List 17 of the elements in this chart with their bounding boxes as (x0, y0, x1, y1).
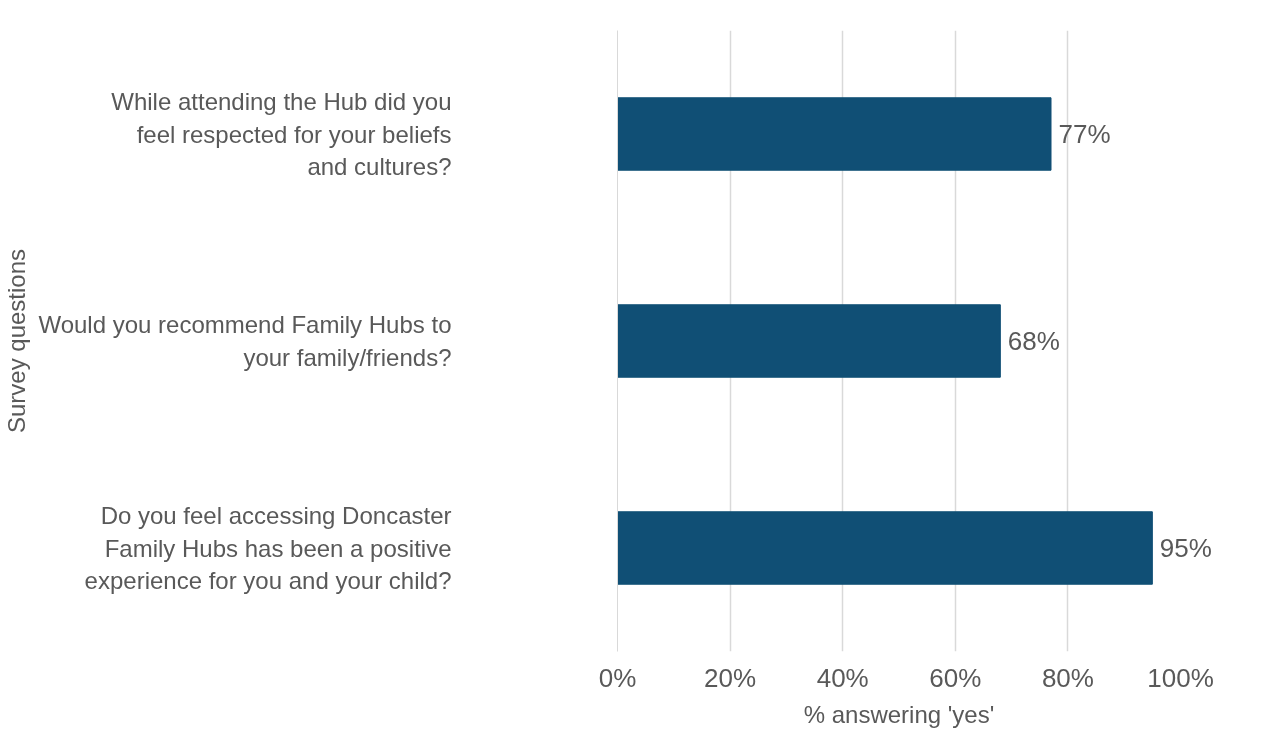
y-axis-title: Survey questions (3, 248, 31, 434)
data-label: 77% (1058, 118, 1111, 149)
x-tick-label: 0% (598, 662, 637, 693)
data-label: 95% (1159, 532, 1212, 563)
data-label: 68% (1007, 325, 1060, 356)
y-tick-label: Would you recommend Family Hubs to your family/friends? (38, 311, 452, 371)
bar (617, 304, 1001, 378)
bar (617, 511, 1153, 585)
x-tick-label: 40% (816, 662, 869, 693)
x-tick-label: 60% (929, 662, 982, 693)
y-tick-label: While attending the Hub did you feel respected for your beliefs and cultures? (111, 88, 452, 180)
y-tick-label: Do you feel accessing Doncaster Family Hubs has been a positive experience for you and your child? (84, 502, 452, 594)
x-tick-label: 20% (704, 662, 757, 693)
bar (617, 97, 1052, 171)
x-tick-label: 100% (1147, 662, 1214, 693)
x-axis-title: % answering 'yes' (803, 700, 995, 728)
x-tick-label: 80% (1041, 662, 1094, 693)
